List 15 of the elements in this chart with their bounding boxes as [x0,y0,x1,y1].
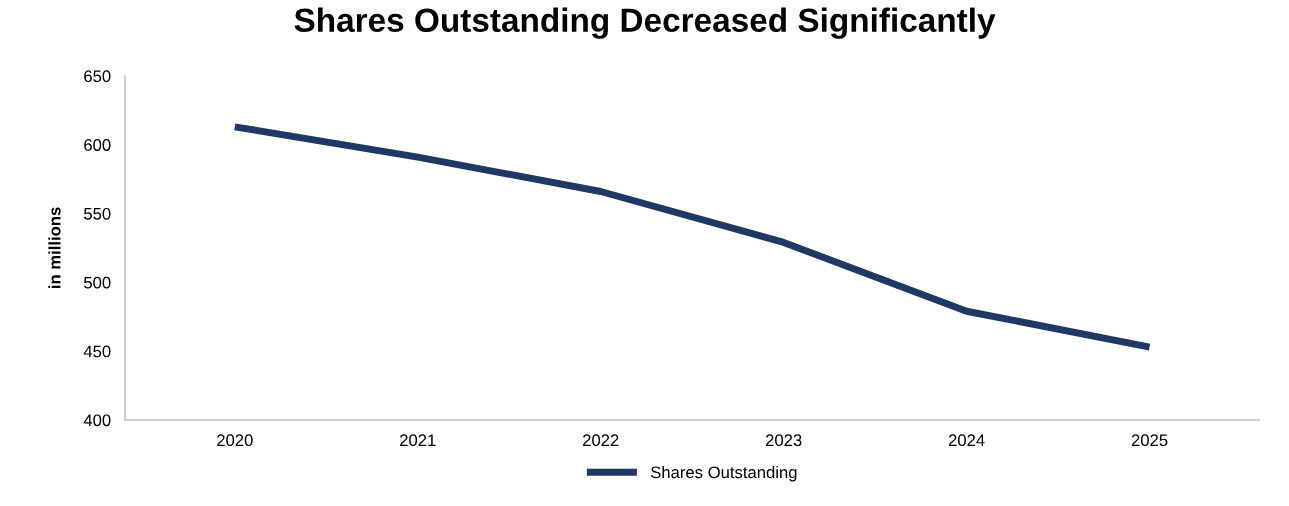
x-tick-label: 2020 [217,434,253,447]
x-tick-label: 2023 [765,434,802,447]
y-tick-label: 650 [84,70,111,83]
x-tick-label: 2024 [948,434,985,447]
x-tick-label: 2021 [400,434,436,447]
y-axis-title: in millions [48,207,61,288]
y-tick-label: 400 [83,414,111,427]
x-tick-label: 2022 [583,434,619,447]
y-tick-label: 550 [84,207,111,220]
chart-title: Shares Outstanding Decreased Significantly [294,7,996,39]
y-tick-label: 600 [84,139,111,151]
y-tick-label: 500 [84,276,111,289]
y-tick-label: 450 [83,345,111,358]
x-tick-label: 2025 [1131,434,1168,447]
legend-label: Shares Outstanding [650,465,797,482]
